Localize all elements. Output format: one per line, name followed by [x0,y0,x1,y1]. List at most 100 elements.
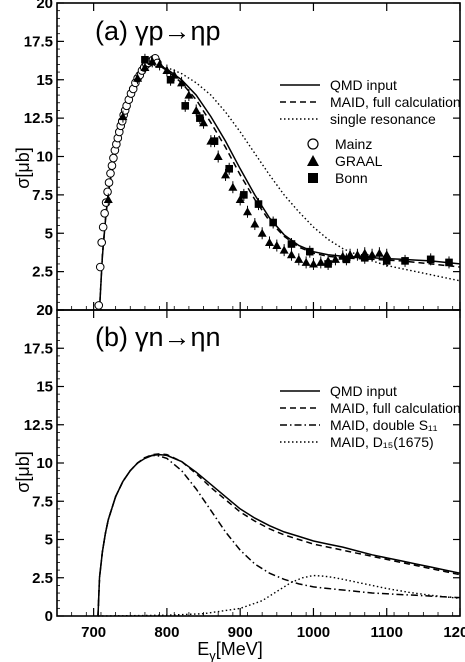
graal-point [330,254,340,263]
mainz-point [95,262,105,272]
panel-b-ticks: 0 2.5 5 7.5 10 12.5 15 17.5 20 700 800 900 1000 1100 1… [24,302,465,641]
bonn-point [269,218,277,227]
legend-label-2: MAID, full calculation [330,94,461,110]
y-tick-label: 12.5 [24,110,53,127]
graal-point [199,118,209,127]
panel-b-ylabel: σ[μb] [13,451,33,493]
x-tick-label: 1200 [443,624,465,641]
y-tick-label: 15 [36,72,53,89]
x-axis-label: Eγ[MeV] [197,639,263,662]
graal-point [235,194,245,203]
panel-a-ticks: 0 2.5 5 7.5 10 12.5 15 17.5 20 [24,0,461,319]
graal-point [133,73,143,82]
y-tick-label: 0 [45,302,53,319]
x-tick-label: 1100 [370,624,403,641]
legend-marker-bonn [308,173,318,183]
panel-a-ylabel: σ[μb] [13,147,33,189]
graal-point [243,207,253,216]
bonn-point [426,255,435,264]
bonn-point [360,254,369,262]
legend-label-3: single resonance [330,111,436,127]
panel-a-markers [94,53,453,310]
x-tick-label: 900 [228,624,253,641]
bonn-point [181,102,190,110]
series-line-3 [97,454,461,617]
graal-point [250,219,260,228]
graal-point [279,245,289,254]
y-tick-label: 0 [45,608,53,625]
bonn-point [166,75,175,84]
bonn-point [445,258,453,267]
mainz-point [94,301,104,310]
mainz-point [106,169,115,178]
graal-point [184,90,194,99]
graal-point [382,250,392,259]
mainz-point [109,153,118,163]
x-tick-label: 1000 [297,624,330,641]
mainz-point [100,208,109,218]
legend-label-bonn: Bonn [335,170,368,186]
y-tick-label: 7.5 [32,187,53,204]
panel-b-frame [56,309,461,617]
mainz-point [98,222,108,232]
graal-point [374,248,384,257]
legend-label-4: MAID, D₁₅(1675) [330,434,434,450]
graal-point [257,228,267,237]
y-tick-label: 17.5 [24,340,53,357]
bonn-point [240,191,248,199]
bonn-point [225,164,233,173]
graal-point [191,105,201,114]
bonn-point [210,137,219,145]
mainz-point [107,161,117,171]
y-tick-label: 12.5 [24,417,53,434]
legend-label-graal: GRAAL [335,153,383,169]
graal-point [155,59,165,68]
y-tick-label: 20 [36,0,53,12]
graal-point [147,56,157,65]
y-tick-label: 20 [36,302,53,319]
x-tick-label: 800 [154,624,179,641]
legend-label-1: QMD input [330,383,397,399]
mainz-point [104,178,114,187]
panel-a-frame [56,2,461,311]
bonn-point [342,255,351,264]
graal-point [301,257,311,266]
graal-point [118,112,128,121]
y-tick-label: 17.5 [24,33,53,50]
series-line-4 [97,574,461,617]
mainz-point [103,187,112,197]
bonn-point [141,55,149,64]
graal-point [308,259,318,268]
mainz-point [97,238,106,247]
graal-point [316,257,326,266]
legend-label-2: MAID, full calculation [330,400,461,416]
legend-marker-mainz [307,138,319,150]
y-tick-label: 5 [45,225,53,242]
bonn-point [324,260,332,268]
panel-a-title: γp→ηp [135,16,221,46]
bonn-point [254,200,263,208]
legend-label-1: QMD input [330,77,397,93]
panel-a-label: (a) [95,16,128,46]
y-tick-label: 10 [36,455,53,472]
graal-point [177,78,187,87]
y-tick-label: 5 [45,532,53,549]
panel-b-curves [97,453,461,617]
panel-b-label: (b) [95,322,128,352]
panel-b: (b) γn→ηn σ[μb] 0 2.5 5 7.5 10 12.5 15 17.5 20 70… [13,302,465,641]
panel-a: (a) γp→ηp σ[μb] 0 2.5 5 7.5 10 12.5 15 17.5 20 Q… [13,0,461,319]
bonn-point [287,240,296,248]
graal-point [140,62,150,71]
graal-point [221,170,231,179]
graal-point [264,237,274,246]
graal-point [213,152,223,160]
legend-label-mainz: Mainz [335,136,372,152]
panel-b-title: γn→ηn [135,322,221,352]
graal-point [352,250,362,259]
y-tick-label: 2.5 [32,570,53,587]
y-tick-label: 7.5 [32,493,53,510]
graal-point [286,250,296,259]
